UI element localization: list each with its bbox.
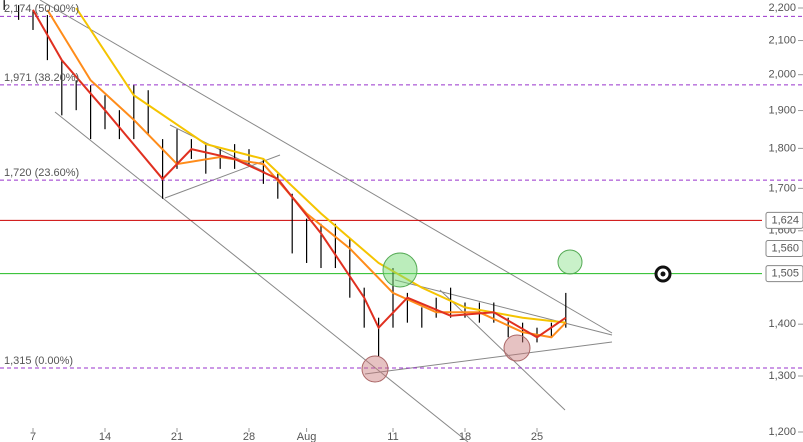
trendline <box>54 111 469 442</box>
trendlines <box>39 0 613 442</box>
x-tick-label: 28 <box>243 431 255 442</box>
moving-average <box>32 9 567 339</box>
marker-circle <box>382 252 418 288</box>
fib-label: 1,315 (0.00%) <box>4 355 73 367</box>
y-tick-label: 1,700 <box>768 182 796 194</box>
x-tick-label: 14 <box>99 431 111 442</box>
marker-circle <box>557 249 583 275</box>
price-tag <box>765 211 803 229</box>
price-tag <box>765 239 803 257</box>
y-tick-label: 2,100 <box>768 34 796 46</box>
alert-dot-center <box>660 271 666 277</box>
y-tick-label: 1,400 <box>768 318 796 330</box>
moving-average <box>75 7 566 324</box>
y-tick-label: 1,200 <box>768 426 796 438</box>
y-tick-label: 1,800 <box>768 142 796 154</box>
y-tick-label: 2,200 <box>768 2 796 14</box>
trendline <box>439 289 566 411</box>
trendline <box>394 279 613 336</box>
price-tag <box>765 265 803 283</box>
moving-average <box>46 9 567 339</box>
price-tag-label: 1,560 <box>771 242 799 254</box>
annotations <box>361 249 672 383</box>
price-tag-label: 1,624 <box>771 214 799 226</box>
marker-circle <box>361 355 389 383</box>
marker-circle <box>503 334 531 362</box>
trendline <box>164 154 281 199</box>
fib-label: 1,720 (23.60%) <box>4 167 79 179</box>
x-tick-label: 11 <box>387 431 398 442</box>
x-tick-label: Aug <box>297 431 317 442</box>
y-tick-label: 2,000 <box>768 69 796 81</box>
price-tag-label: 1,505 <box>771 267 799 279</box>
fib-label: 1,971 (38.20%) <box>4 72 79 84</box>
y-tick-label: 1,900 <box>768 104 796 116</box>
x-tick-label: 18 <box>459 431 471 442</box>
x-tick-label: 21 <box>171 431 183 442</box>
trendline <box>39 0 613 334</box>
x-tick-label: 25 <box>531 431 543 442</box>
plot-area <box>0 0 803 369</box>
x-tick-label: 7 <box>30 431 36 442</box>
trendline <box>364 341 613 375</box>
trendline <box>169 124 266 173</box>
fib-label: 2,174 (50.00%) <box>4 3 79 15</box>
y-tick-label: 1,300 <box>768 370 796 382</box>
